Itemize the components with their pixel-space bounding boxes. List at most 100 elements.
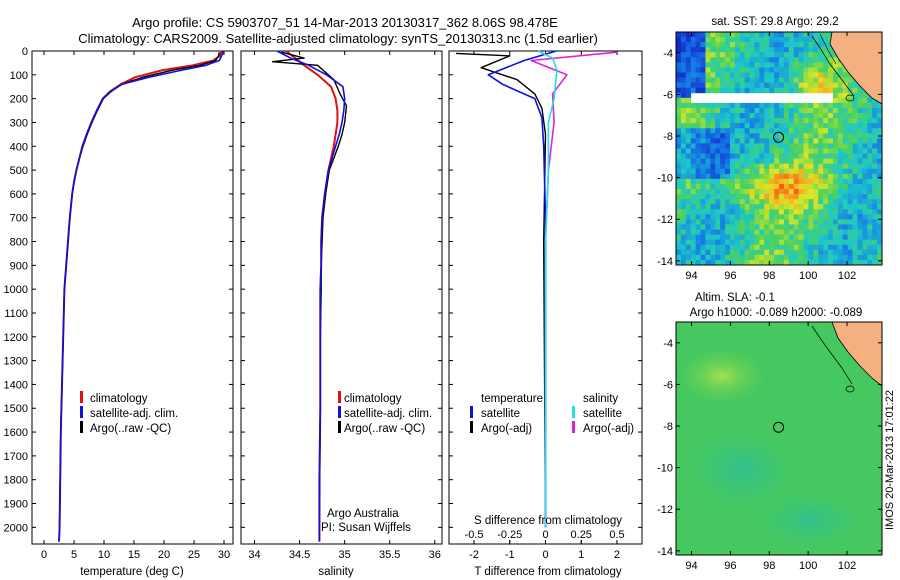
sst-cell xyxy=(828,259,834,266)
sst-cell xyxy=(700,72,706,78)
sst-cell xyxy=(818,133,824,139)
sst-cell xyxy=(676,82,682,89)
sst-cell xyxy=(813,204,819,210)
sst-cell xyxy=(685,259,692,266)
sst-cell xyxy=(710,239,716,246)
sst-cell xyxy=(685,209,692,215)
sst-cell xyxy=(783,224,790,230)
sst-cell xyxy=(857,87,863,94)
sst-cell xyxy=(769,178,775,185)
map-y-tick-label: -8 xyxy=(663,131,673,143)
sst-cell xyxy=(690,158,697,165)
sst-cell xyxy=(852,259,858,266)
sst-cell xyxy=(759,163,765,170)
sst-cell xyxy=(720,183,726,190)
sst-cell xyxy=(710,52,716,58)
sst-cell xyxy=(803,102,809,109)
sst-cell xyxy=(813,214,819,220)
sst-cell xyxy=(690,148,697,154)
sst-cell xyxy=(690,87,697,94)
sst-cell xyxy=(690,199,697,205)
sst-cell xyxy=(749,32,755,38)
sst-cell xyxy=(729,163,736,170)
sla-map-title-2: Argo h1000: -0.089 h2000: -0.089 xyxy=(690,307,863,319)
s-legend-argo: Argo(..raw -QC) xyxy=(344,423,425,435)
sst-cell xyxy=(808,189,814,195)
sst-cell xyxy=(769,163,775,170)
sst-cell xyxy=(685,229,692,236)
sst-cell xyxy=(803,107,809,114)
sst-cell xyxy=(832,77,839,84)
sst-cell xyxy=(818,194,824,200)
sst-cell xyxy=(867,148,873,154)
sst-cell xyxy=(676,204,682,210)
sst-cell xyxy=(739,47,746,53)
sst-cell xyxy=(818,113,824,119)
sst-cell xyxy=(779,47,785,53)
sst-cell xyxy=(715,194,721,200)
sst-cell xyxy=(779,113,785,119)
sst-cell xyxy=(798,67,804,73)
x-tick-label: 25 xyxy=(188,549,200,561)
sst-cell xyxy=(837,72,844,78)
sst-cell xyxy=(695,249,701,256)
sst-cell xyxy=(695,199,701,205)
sst-cell xyxy=(700,87,706,94)
sst-cell xyxy=(729,37,736,43)
sst-cell xyxy=(808,244,814,251)
sst-cell xyxy=(847,118,853,124)
sst-cell xyxy=(774,133,780,139)
sst-cell xyxy=(725,47,731,53)
sst-cell xyxy=(867,214,873,220)
sst-cell xyxy=(764,158,770,165)
sst-cell xyxy=(725,194,731,200)
sst-cell xyxy=(857,118,863,124)
sst-cell xyxy=(734,183,741,190)
sst-cell xyxy=(793,123,800,129)
sst-cell xyxy=(852,163,858,170)
sst-cell xyxy=(700,42,706,48)
sst-cell xyxy=(842,138,849,144)
sst-cell xyxy=(828,107,834,114)
sla-low-anomaly xyxy=(682,425,802,515)
sst-cell xyxy=(769,214,775,220)
sst-cell xyxy=(700,67,706,73)
depth-tick-label: 600 xyxy=(10,189,28,201)
depth-tick-label: 100 xyxy=(10,70,28,82)
sst-cell xyxy=(749,143,755,149)
sst-cell xyxy=(695,67,701,73)
sst-cell xyxy=(739,128,746,134)
sst-cell xyxy=(832,229,839,236)
sst-cell xyxy=(690,209,697,215)
sst-cell xyxy=(813,194,819,200)
sst-cell xyxy=(818,52,824,58)
sst-cell xyxy=(720,234,726,241)
sst-cell xyxy=(734,194,741,200)
sst-cell xyxy=(695,102,701,109)
sst-cell xyxy=(793,62,800,68)
sst-cell xyxy=(818,178,824,185)
sst-cell xyxy=(685,158,692,165)
sst-cell xyxy=(739,148,746,154)
sst-cell xyxy=(769,199,775,205)
sst-cell xyxy=(764,204,770,210)
depth-tick-label: 1100 xyxy=(4,308,28,320)
sst-cell xyxy=(705,57,711,63)
sst-cell xyxy=(680,239,687,246)
sst-cell xyxy=(832,183,839,190)
sst-cell xyxy=(798,42,804,48)
sst-cell xyxy=(725,168,731,175)
sst-cell xyxy=(715,67,721,73)
map-y-tick-label: -8 xyxy=(663,421,673,433)
sst-cell xyxy=(744,57,750,63)
sst-cell xyxy=(744,224,750,230)
sst-cell xyxy=(739,67,746,73)
sst-cell xyxy=(685,163,692,170)
sst-cell xyxy=(828,133,834,139)
sst-cell xyxy=(783,189,790,195)
sla-island xyxy=(845,385,855,393)
sst-cell xyxy=(823,249,829,256)
sst-cell xyxy=(710,168,716,175)
sst-cell xyxy=(754,244,760,251)
sst-cell xyxy=(832,143,839,149)
